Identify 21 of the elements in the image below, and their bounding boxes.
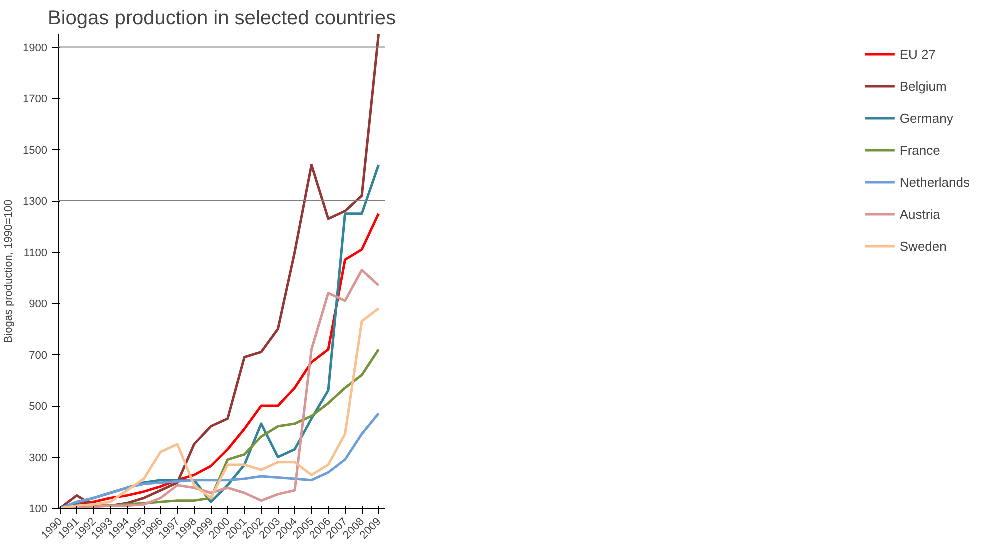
y-tick-label: 100 bbox=[29, 504, 48, 516]
y-tick-label: 1300 bbox=[23, 196, 48, 208]
y-tick-label: 300 bbox=[29, 452, 48, 464]
chart-title: Biogas production in selected countries bbox=[48, 8, 396, 30]
legend-label: Germany bbox=[900, 110, 954, 126]
legend-label: EU 27 bbox=[900, 46, 936, 62]
y-tick-label: 1500 bbox=[23, 144, 48, 157]
legend-label: Netherlands bbox=[900, 174, 970, 190]
y-tick-label: 500 bbox=[29, 401, 48, 414]
y-tick-label: 1900 bbox=[23, 42, 48, 54]
y-tick-label: 900 bbox=[29, 298, 48, 311]
line-series bbox=[58, 412, 380, 508]
y-axis-title: Biogas production, 1990=100 bbox=[3, 200, 16, 344]
y-tick-label: 700 bbox=[29, 350, 48, 362]
legend-label: Belgium bbox=[900, 78, 947, 94]
line-series bbox=[58, 307, 380, 508]
y-tick-label: 1100 bbox=[24, 247, 48, 260]
legend-label: Sweden bbox=[900, 238, 947, 254]
legend-label: France bbox=[900, 142, 940, 158]
y-tick-label: 1700 bbox=[23, 94, 48, 106]
legend-label: Austria bbox=[900, 206, 940, 222]
